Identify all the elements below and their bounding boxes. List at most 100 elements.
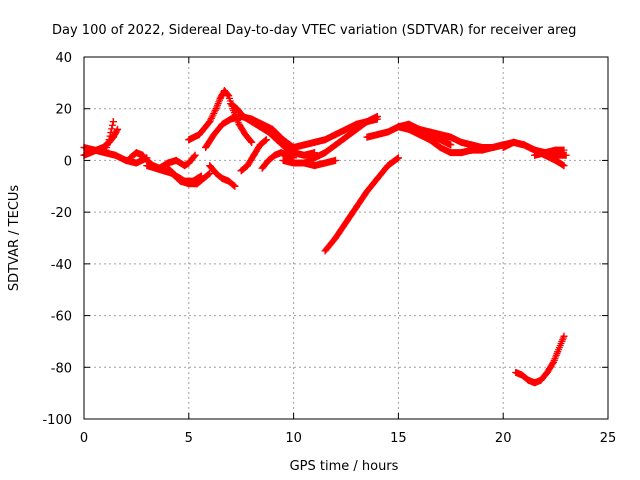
data-point — [524, 376, 532, 384]
x-tick-label: 10 — [285, 431, 302, 446]
data-point — [300, 151, 308, 159]
data-point — [195, 131, 203, 139]
chart-title: Day 100 of 2022, Sidereal Day-to-day VTE… — [52, 23, 576, 38]
plot-frame — [83, 56, 609, 420]
data-point — [114, 125, 122, 133]
data-point — [531, 379, 539, 387]
data-point — [373, 175, 381, 183]
y-tick-label: -40 — [51, 258, 72, 273]
series-track-15 — [300, 112, 381, 167]
data-point — [231, 182, 239, 190]
series-markers — [512, 332, 568, 387]
data-point — [321, 159, 329, 167]
data-point — [139, 151, 147, 159]
data-point — [181, 177, 189, 185]
data-point — [111, 151, 119, 159]
data-point — [447, 149, 455, 157]
y-tick-label: -60 — [51, 310, 72, 325]
data-point — [384, 128, 392, 136]
data-point — [552, 146, 560, 154]
series-track-11 — [237, 136, 270, 175]
data-point — [332, 234, 340, 242]
data-point — [264, 156, 272, 164]
data-point — [202, 144, 210, 151]
data-point — [258, 164, 266, 172]
data-point — [235, 120, 243, 128]
data-point — [225, 177, 233, 185]
x-tick-label: 25 — [600, 431, 617, 446]
data-point — [332, 156, 340, 164]
data-point — [363, 187, 371, 195]
data-point — [277, 149, 285, 157]
data-point — [172, 156, 180, 164]
data-point — [264, 128, 272, 136]
series-track-10 — [227, 100, 319, 159]
data-point — [311, 162, 319, 170]
data-point — [101, 149, 109, 157]
data-point — [164, 164, 172, 172]
data-point — [394, 123, 402, 131]
data-point — [185, 159, 193, 167]
data-point — [109, 133, 117, 141]
data-point — [216, 94, 224, 102]
data-point — [143, 162, 151, 170]
data-point — [321, 136, 329, 144]
data-point — [218, 120, 226, 128]
data-point — [363, 118, 371, 126]
data-point — [122, 156, 130, 164]
data-point — [537, 376, 545, 384]
data-point — [197, 172, 205, 180]
data-point — [227, 115, 235, 123]
grid-lines — [84, 57, 608, 419]
data-point — [426, 128, 434, 136]
data-point — [311, 154, 319, 162]
data-point — [300, 141, 308, 149]
data-point — [206, 169, 214, 177]
data-point — [239, 112, 247, 120]
data-point — [212, 105, 220, 113]
data-point — [206, 162, 214, 170]
x-tick-label: 15 — [390, 431, 407, 446]
series-track-6 — [164, 164, 205, 185]
x-tick-label: 5 — [185, 431, 193, 446]
data-point — [262, 136, 270, 144]
data-layer — [80, 87, 570, 387]
data-point — [332, 131, 340, 139]
data-point — [220, 87, 228, 95]
data-point — [233, 105, 241, 113]
data-point — [426, 136, 434, 144]
data-point — [237, 167, 245, 175]
x-tick-label: 20 — [495, 431, 512, 446]
data-point — [415, 125, 423, 133]
series-track-23 — [512, 332, 568, 387]
data-point — [243, 162, 251, 170]
data-point — [363, 133, 371, 141]
series-track-3 — [101, 118, 117, 157]
data-point — [189, 177, 197, 185]
data-point — [160, 167, 168, 175]
data-point — [225, 92, 233, 100]
data-point — [206, 118, 214, 126]
y-tick-label: 0 — [64, 154, 72, 169]
y-tick-label: -80 — [51, 361, 72, 376]
data-point — [181, 162, 189, 170]
data-point — [373, 112, 381, 120]
data-point — [342, 125, 350, 133]
data-point — [554, 348, 562, 356]
data-point — [290, 159, 298, 167]
data-point — [457, 149, 465, 157]
data-point — [543, 368, 551, 376]
data-point — [560, 146, 568, 154]
data-point — [248, 138, 256, 146]
data-point — [478, 146, 486, 154]
data-point — [172, 172, 180, 180]
data-point — [126, 154, 134, 162]
data-point — [90, 146, 98, 154]
data-point — [212, 169, 220, 177]
data-point — [558, 337, 566, 345]
data-point — [550, 358, 558, 366]
data-point — [342, 133, 350, 141]
data-point — [332, 141, 340, 149]
data-point — [512, 368, 520, 376]
